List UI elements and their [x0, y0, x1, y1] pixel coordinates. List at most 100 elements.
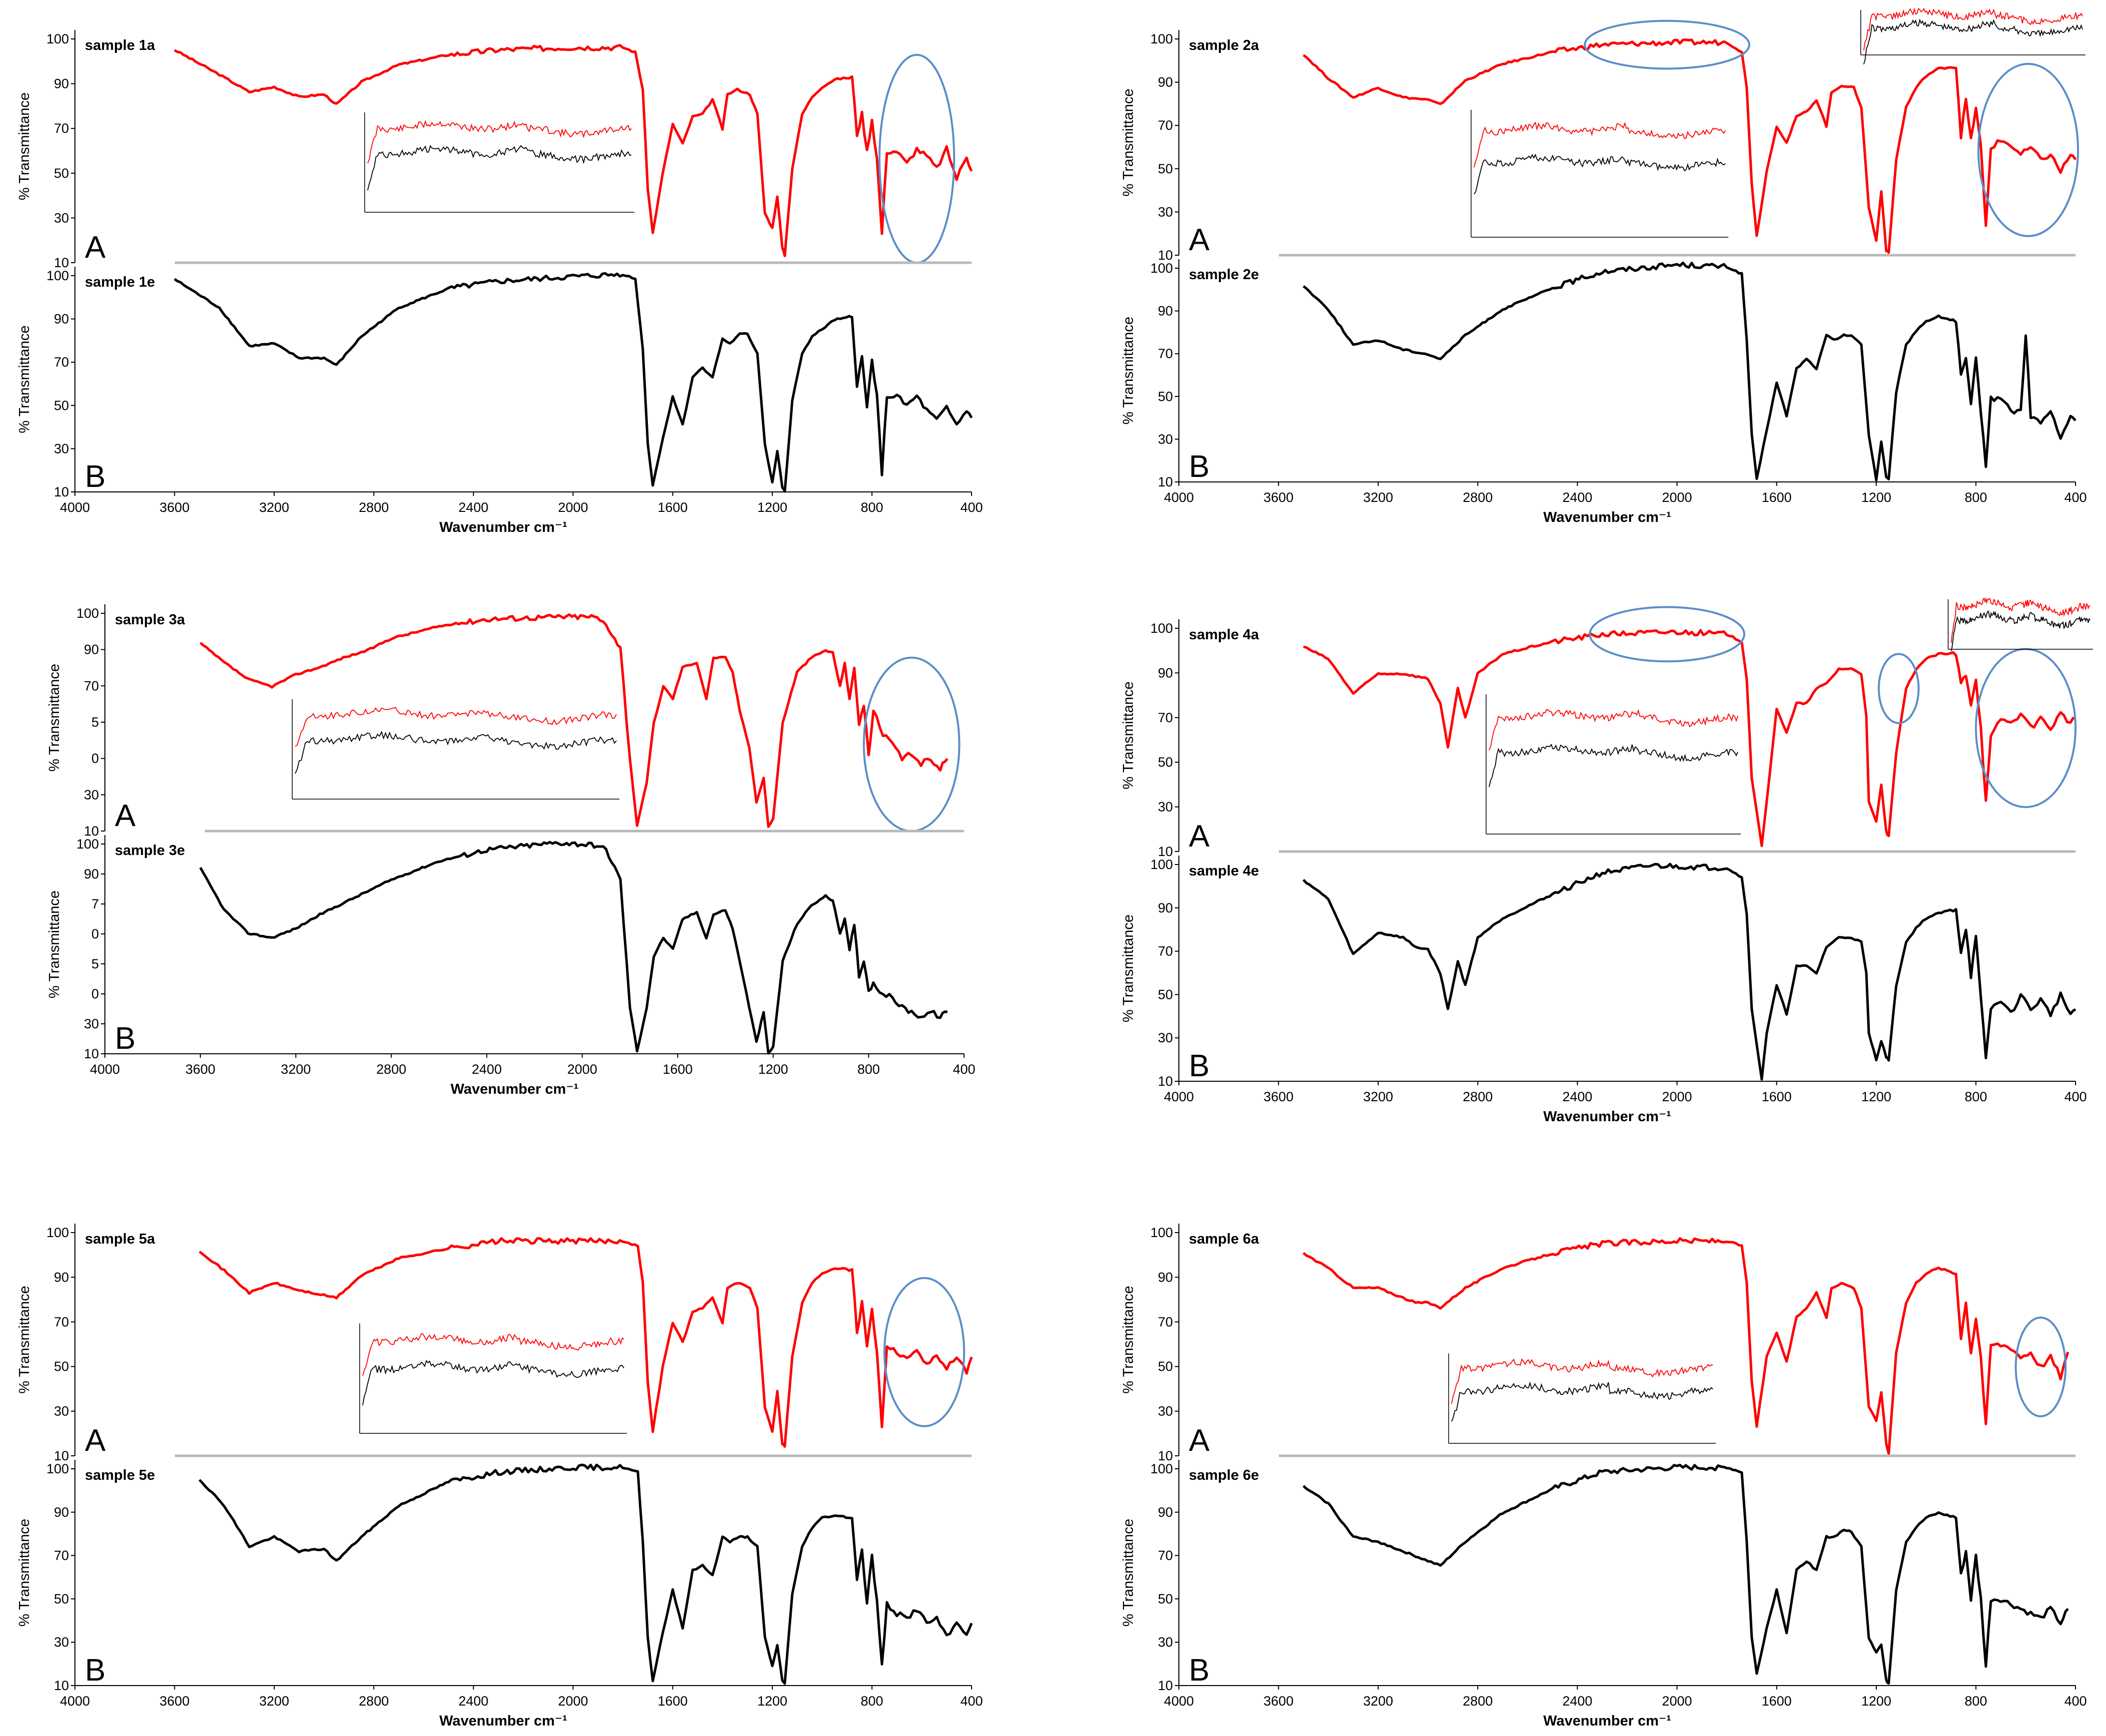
y-tick-label: 90 — [54, 1505, 69, 1520]
y-tick-label: 100 — [1150, 1461, 1173, 1476]
x-tick-label: 1200 — [757, 1694, 787, 1709]
y-tick-label: 10 — [54, 1448, 69, 1463]
x-tick-label: 3200 — [1363, 1089, 1393, 1104]
x-tick-label: 2000 — [567, 1062, 597, 1077]
x-tick-label: 1600 — [663, 1062, 693, 1077]
sample-label: sample 1e — [85, 274, 155, 290]
y-tick-label: 50 — [54, 1359, 69, 1374]
chart-panel-2: 10 30 50 70 90 100 % Transmittance sample 2a A 10… — [1120, 7, 2087, 525]
spectrum-trace-2e — [1302, 261, 2077, 481]
highlight-ellipse — [863, 656, 961, 833]
x-tick-label: 4000 — [1164, 490, 1194, 505]
y-tick-label: 70 — [1158, 710, 1173, 725]
y-tick-label: 90 — [84, 867, 99, 881]
y-tick-label: 50 — [54, 398, 69, 413]
x-tick-label: 400 — [2064, 1089, 2087, 1104]
inset-trace — [1489, 744, 1738, 787]
inset-trace — [1451, 1381, 1713, 1422]
y-axis-label: % Transmittance — [46, 664, 62, 772]
x-tick-label: 2000 — [558, 1694, 588, 1709]
inset-zoom-plot — [292, 699, 619, 800]
x-tick-label: 3600 — [1263, 1089, 1293, 1104]
y-tick-label: 90 — [54, 76, 69, 91]
inset-trace — [1951, 610, 2091, 651]
y-tick-label: 5 — [91, 956, 99, 971]
x-tick-label: 3200 — [1363, 1694, 1393, 1709]
x-tick-label: 2400 — [472, 1062, 502, 1077]
y-tick-label: 30 — [1158, 1404, 1173, 1419]
y-axis-label: % Transmittance — [16, 92, 32, 200]
highlight-ellipse — [2015, 1316, 2067, 1417]
x-tick-label: 3200 — [281, 1062, 311, 1077]
panel-letter-e: B — [1189, 1653, 1209, 1688]
highlight-ellipse — [1583, 19, 1750, 70]
sample-label: sample 4e — [1189, 863, 1259, 879]
x-tick-label: 3200 — [1363, 490, 1393, 505]
x-tick-label: 3600 — [1263, 1694, 1293, 1709]
y-tick-label: 70 — [54, 1314, 69, 1329]
highlight-ellipse — [1588, 606, 1745, 663]
inset-trace — [295, 707, 617, 747]
y-tick-label: 70 — [84, 678, 99, 693]
y-tick-label: 100 — [76, 837, 99, 852]
x-tick-label: 800 — [861, 500, 883, 515]
inset-trace — [295, 731, 617, 774]
inset-zoom-plot — [1471, 110, 1728, 238]
panel-letter-a: A — [85, 230, 106, 265]
y-tick-label: 70 — [1158, 1314, 1173, 1329]
x-axis-label: Wavenumber cm⁻¹ — [451, 1081, 578, 1097]
chart-panel-5: 10 30 50 70 90 100 % Transmittance sample 5a A 10… — [16, 1224, 983, 1729]
x-tick-label: 3200 — [259, 1694, 289, 1709]
x-tick-label: 2400 — [1563, 490, 1592, 505]
y-tick-label: 10 — [1158, 1678, 1173, 1693]
y-tick-label: 90 — [1158, 1270, 1173, 1285]
spectrum-trace-4e — [1302, 863, 2077, 1081]
sample-label: sample 3a — [115, 612, 185, 628]
y-tick-label: 90 — [1158, 75, 1173, 90]
spectrum-trace-5a — [198, 1237, 973, 1448]
y-tick-label: 30 — [84, 787, 99, 802]
y-axis-label: % Transmittance — [46, 890, 62, 998]
panel-letter-e: B — [85, 459, 105, 494]
x-tick-label: 2800 — [1463, 490, 1493, 505]
y-tick-label: 30 — [54, 441, 69, 456]
x-tick-label: 2400 — [459, 500, 489, 515]
inset-trace — [1451, 1358, 1713, 1404]
chart-panel-4: 10 30 50 70 90 100 % Transmittance sample 4a A 10… — [1120, 597, 2093, 1125]
x-tick-label: 3600 — [159, 1694, 189, 1709]
y-tick-label: 30 — [1158, 204, 1173, 219]
inset-trace — [1863, 7, 2083, 51]
x-tick-label: 400 — [953, 1062, 975, 1077]
y-tick-label: 70 — [1158, 944, 1173, 959]
x-tick-label: 400 — [2064, 1694, 2087, 1709]
x-tick-label: 2000 — [558, 500, 588, 515]
sample-label: sample 6e — [1189, 1467, 1259, 1483]
spectrum-trace-1a — [174, 44, 973, 257]
y-tick-label: 90 — [1158, 304, 1173, 319]
x-tick-label: 2000 — [1662, 1694, 1692, 1709]
y-tick-label: 30 — [1158, 1030, 1173, 1045]
sample-label: sample 2e — [1189, 267, 1259, 283]
y-tick-label: 30 — [54, 1404, 69, 1419]
y-tick-label: 100 — [46, 1225, 69, 1240]
y-tick-label: 100 — [1150, 261, 1173, 276]
x-tick-label: 400 — [960, 500, 983, 515]
x-tick-label: 1600 — [658, 500, 688, 515]
x-tick-label: 1600 — [1762, 490, 1792, 505]
y-tick-label: 10 — [84, 824, 99, 839]
panel-letter-e: B — [85, 1653, 105, 1688]
panel-letter-e: B — [1189, 1049, 1209, 1083]
sample-label: sample 1a — [85, 37, 155, 53]
x-tick-label: 800 — [857, 1062, 880, 1077]
x-axis-label: Wavenumber cm⁻¹ — [1544, 1109, 1671, 1125]
x-tick-label: 2400 — [1563, 1694, 1592, 1709]
y-tick-label: 70 — [1158, 1548, 1173, 1563]
chart-panel-1: 10 30 50 70 90 100 % Transmittance sample 1a A 10… — [16, 30, 983, 535]
y-tick-label: 70 — [1158, 346, 1173, 361]
x-tick-label: 2400 — [1563, 1089, 1592, 1104]
x-tick-label: 3600 — [159, 500, 189, 515]
spectrum-trace-3a — [199, 613, 949, 828]
x-tick-label: 2800 — [359, 1694, 389, 1709]
x-tick-label: 2800 — [1463, 1694, 1493, 1709]
